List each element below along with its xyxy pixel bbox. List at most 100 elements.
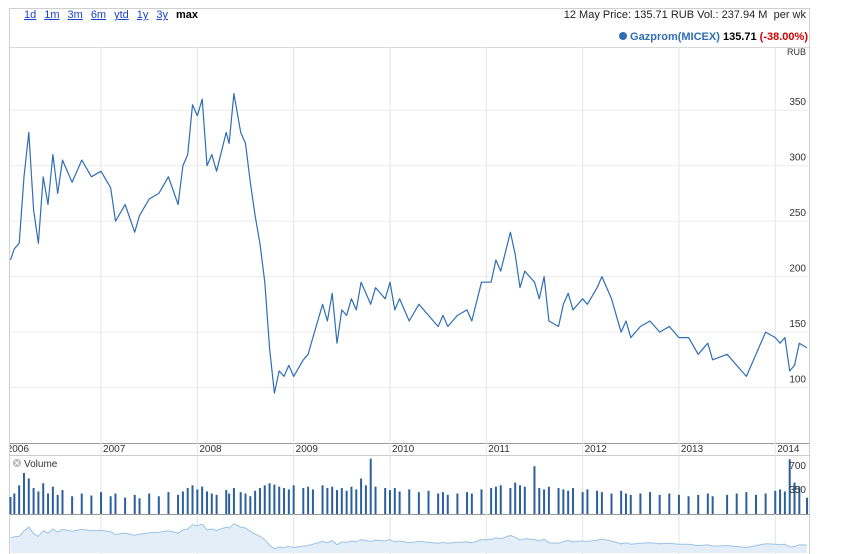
volume-bar: [639, 493, 642, 514]
volume-bar: [519, 485, 522, 514]
y-tick-label: 100: [789, 375, 806, 386]
price-line: [9, 93, 808, 394]
volume-bar: [336, 490, 339, 514]
volume-bar: [249, 496, 252, 514]
volume-bar: [466, 492, 469, 514]
x-tick-label: 2006: [7, 444, 30, 455]
range-button[interactable]: 6m: [90, 9, 107, 21]
volume-bar: [186, 488, 189, 514]
legend-change: (-38.00%): [759, 31, 808, 43]
volume-bar: [232, 488, 235, 514]
volume-bar: [177, 494, 180, 514]
volume-bar: [774, 490, 777, 514]
volume-bar: [393, 488, 396, 514]
range-button[interactable]: ytd: [114, 9, 129, 21]
volume-bar: [321, 485, 324, 514]
volume-bar: [61, 490, 64, 514]
volume-bar: [441, 492, 444, 514]
volume-bar: [547, 486, 550, 514]
range-button[interactable]: 1d: [24, 9, 37, 21]
legend-change-value: -38.00%: [763, 31, 805, 43]
x-axis-labels: 2006 2007 2008 2009 2010 2011 2012 2013 2014: [7, 444, 800, 455]
volume-bar: [610, 493, 613, 514]
volume-bar: [331, 486, 334, 514]
volume-bar: [456, 493, 459, 514]
volume-bar: [37, 491, 40, 514]
volume-bar: [210, 493, 213, 514]
volume-bar: [181, 491, 184, 514]
volume-bar: [783, 491, 786, 514]
volume-bar: [557, 488, 560, 514]
quote-date: 12 May: [563, 9, 600, 21]
volume-bar: [509, 488, 512, 514]
range-button[interactable]: 1y: [136, 9, 149, 21]
volume-bar: [244, 493, 247, 514]
range-button[interactable]: 1m: [44, 9, 60, 21]
volume-bar: [798, 486, 801, 514]
range-button[interactable]: max: [176, 9, 199, 21]
volume-bar: [369, 458, 372, 514]
x-tick-label: 2009: [296, 444, 319, 455]
volume-bar: [543, 489, 546, 514]
range-selector: 1d 1m 3m 6m ytd 1y 3y max: [24, 8, 206, 22]
volume-bar: [446, 494, 449, 514]
volume-bar: [167, 492, 170, 514]
y-tick-label: 200: [789, 264, 806, 275]
volume-bar: [355, 489, 358, 514]
volume-bar: [374, 486, 377, 514]
marks: [9, 93, 809, 553]
volume-bar: [427, 490, 430, 514]
volume-bar: [494, 486, 497, 514]
volume-bar: [258, 488, 261, 514]
volume-bar: [437, 493, 440, 514]
x-tick-label: 2008: [199, 444, 222, 455]
volume-bar: [408, 489, 411, 514]
volume-label: Volume: [24, 459, 58, 470]
x-tick-label: 2013: [681, 444, 704, 455]
volume-bar: [56, 494, 59, 514]
legend-name: Gazprom(MICEX): [630, 31, 720, 43]
volume-bar: [711, 496, 714, 514]
volume-bar: [697, 494, 700, 514]
navigator-line: [10, 523, 808, 550]
x-tick-label: 2014: [777, 444, 800, 455]
volume-bar: [567, 490, 570, 514]
volume-bar: [278, 486, 281, 514]
volume-bar: [624, 493, 627, 514]
volume-bar: [596, 490, 599, 514]
volume-bar: [388, 490, 391, 514]
volume-bar: [138, 498, 141, 514]
range-button[interactable]: 3y: [156, 9, 169, 21]
y-unit: RUB: [787, 47, 806, 57]
volume-bar: [90, 495, 93, 514]
volume-bar: [51, 486, 54, 514]
x-tick-label: 2012: [585, 444, 608, 455]
volume-bar: [687, 496, 690, 514]
volume-tick-label: 350: [789, 485, 806, 496]
volume-bar: [133, 494, 136, 514]
volume-bar: [360, 478, 363, 514]
volume-bar: [735, 493, 738, 514]
volume-bar: [225, 490, 228, 514]
volume-bar: [726, 494, 729, 514]
volume-bar: [345, 490, 348, 514]
volume-bar: [196, 489, 199, 514]
x-tick-label: 2007: [103, 444, 126, 455]
volume-bar: [18, 485, 21, 514]
volume-bar: [350, 486, 353, 514]
volume-bar: [629, 494, 632, 514]
volume-close-icon: [13, 459, 21, 467]
y-tick-label: 150: [789, 319, 806, 330]
volume-bar: [71, 496, 74, 514]
volume-bar: [745, 492, 748, 514]
legend: Gazprom(MICEX) 135.71 (-38.00%): [619, 30, 808, 44]
volume-bar: [326, 488, 329, 514]
range-button[interactable]: 3m: [67, 9, 83, 21]
volume-tick-label: 700: [789, 461, 806, 472]
volume-bar: [677, 494, 680, 514]
volume-bar: [114, 493, 117, 514]
volume-bar: [22, 473, 25, 514]
volume: 237.94: [721, 9, 756, 21]
period: per wk: [773, 9, 806, 21]
